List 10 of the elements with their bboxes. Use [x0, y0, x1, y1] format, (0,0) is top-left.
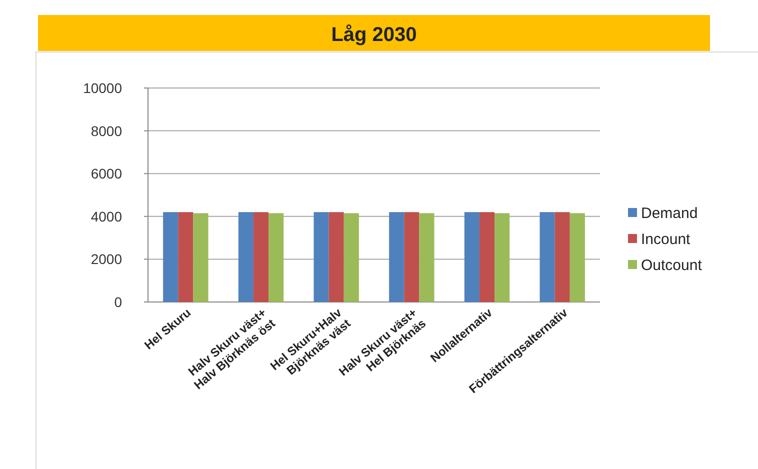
y-tick-label: 0: [114, 294, 122, 310]
legend-label: Outcount: [641, 257, 703, 274]
y-tick-label: 8000: [90, 122, 122, 139]
legend-label: Incount: [641, 231, 692, 248]
y-tick-label: 10000: [83, 80, 122, 96]
y-tick-label: 4000: [90, 208, 122, 224]
y-tick-label: 6000: [90, 166, 122, 182]
chart-title: Låg 2030: [331, 24, 417, 46]
y-tick-label: 2000: [90, 251, 122, 268]
legend-label: Demand: [641, 205, 698, 222]
